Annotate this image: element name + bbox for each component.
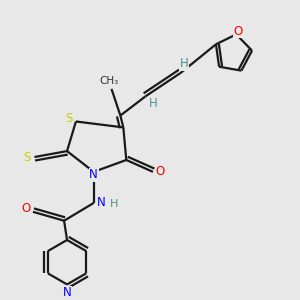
Text: N: N xyxy=(89,168,98,181)
Text: N: N xyxy=(63,286,71,299)
Text: H: H xyxy=(110,200,118,209)
Text: S: S xyxy=(23,151,31,164)
Text: H: H xyxy=(180,57,188,70)
Text: N: N xyxy=(97,196,105,209)
Text: S: S xyxy=(65,112,72,125)
Text: H: H xyxy=(148,97,157,110)
Text: O: O xyxy=(156,165,165,178)
Text: O: O xyxy=(233,25,242,38)
Text: O: O xyxy=(21,202,30,215)
Text: CH₃: CH₃ xyxy=(99,76,118,86)
